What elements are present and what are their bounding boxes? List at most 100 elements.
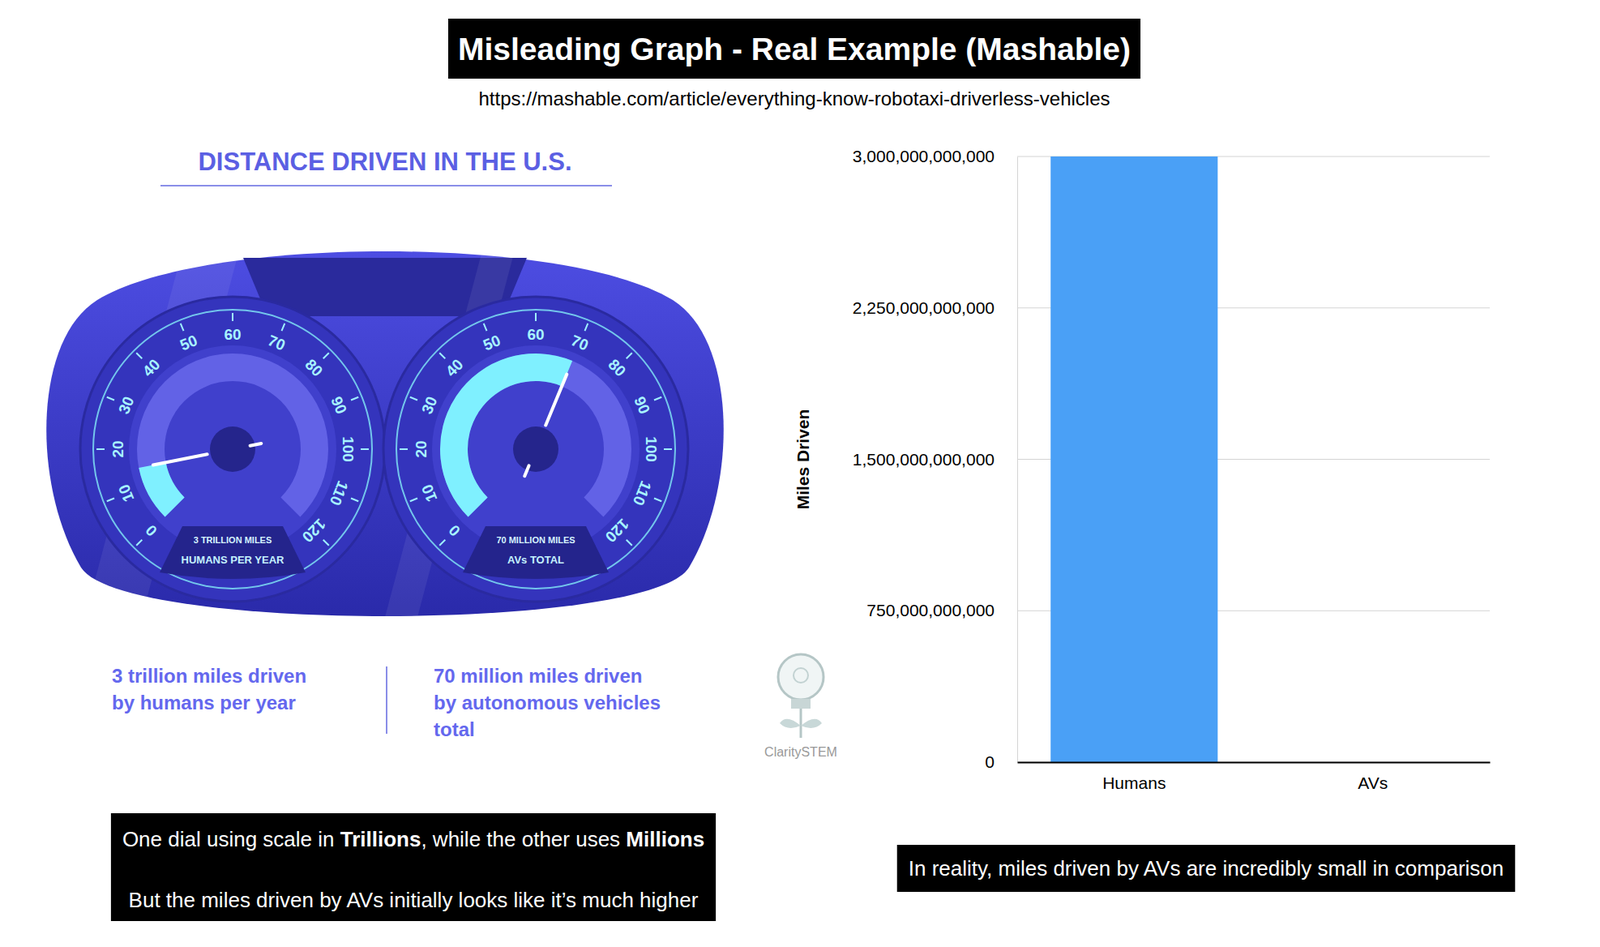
note-span: One dial using scale in — [122, 826, 341, 852]
gauge-tick-label: 80 — [302, 355, 327, 381]
y-tick-label: 1,500,000,000,000 — [852, 449, 995, 469]
note-emphasis: Millions — [625, 826, 705, 852]
dial-needle-tail — [250, 443, 262, 446]
infographic-title: DISTANCE DRIVEN IN THE U.S. — [197, 147, 572, 176]
gauge-tick-label: 100 — [339, 436, 357, 463]
page: Misleading Graph - Real Example (Mashabl… — [0, 0, 1600, 947]
gauge-tick — [323, 539, 330, 546]
gauge-tick-label: 10 — [115, 482, 137, 505]
dial-band — [440, 353, 632, 517]
x-axis: Humans AVs — [1018, 761, 1491, 792]
dial-band — [136, 353, 329, 517]
gauge-tick-label: 90 — [630, 393, 653, 417]
y-tick-label: 2,250,000,000,000 — [852, 298, 995, 317]
title: Misleading Graph - Real Example (Mashabl… — [457, 31, 1131, 67]
dial-value-label: 3 TRILLION MILES — [193, 534, 273, 545]
note-box — [897, 844, 1516, 892]
dial-value-label: 70 MILLION MILES — [496, 534, 575, 545]
gauge-tick-label: 30 — [418, 393, 441, 417]
x-tick-label: Humans — [1102, 773, 1166, 792]
gauge-tick — [439, 352, 445, 359]
gauge-tick — [439, 539, 445, 546]
gauge-tick — [231, 312, 234, 321]
gauge-tick — [626, 539, 633, 546]
y-tick: 2,250,000,000,000 — [852, 298, 1018, 317]
gauge-tick — [106, 497, 115, 501]
gauge-tick-label: 20 — [109, 440, 127, 458]
gauge-tick-label: 40 — [442, 355, 467, 381]
gauge-tick-label: 10 — [418, 482, 441, 505]
x-axis-line — [1018, 761, 1491, 764]
infographic-caption: 70 million miles driven — [433, 664, 642, 687]
y-tick: 750,000,000,000 — [866, 600, 1018, 620]
dial-needle — [153, 453, 208, 465]
gauge-tick-label: 0 — [141, 521, 160, 540]
gauge-tick — [281, 323, 285, 331]
gauge-tick-label: 50 — [177, 331, 201, 354]
note: In reality, miles driven by AVs are incr… — [897, 844, 1516, 892]
gauge-tick-label: 50 — [480, 331, 504, 354]
gauge-tick — [106, 397, 115, 401]
dial-label-panel — [159, 526, 306, 579]
gauge-tick — [360, 448, 369, 450]
gauge-tick — [626, 352, 633, 359]
infographic: DISTANCE DRIVEN IN THE U.S.0102030405060… — [46, 147, 724, 741]
gauge-tick — [654, 397, 662, 401]
watermark-text: ClaritySTEM — [764, 744, 838, 759]
infographic-caption: 3 trillion miles driven — [111, 664, 307, 687]
gauge-tick — [96, 448, 105, 450]
gauge-tick — [410, 497, 418, 501]
y-tick: 0 — [984, 752, 1018, 771]
gauge-tick — [180, 323, 184, 331]
watermark-leaf — [800, 718, 822, 728]
gauge-tick-label: 70 — [265, 331, 289, 354]
y-tick-label: 3,000,000,000,000 — [852, 146, 995, 166]
dashboard — [46, 251, 724, 617]
gauge-tick — [534, 312, 537, 321]
note-text: But the miles driven by AVs initially lo… — [128, 887, 699, 912]
dial-label-panel — [462, 526, 609, 579]
gauge-tick-label: 110 — [629, 478, 655, 508]
title-box — [448, 18, 1141, 79]
x-tick: AVs — [1357, 761, 1388, 792]
bar-chart: 0 750,000,000,000 1,500,000,000,000 2,250,0… — [793, 146, 1491, 792]
gauge-tick-label: 30 — [115, 393, 137, 417]
gauge-tick — [350, 497, 359, 501]
note-text: One dial using scale in Trillions, while… — [122, 826, 705, 852]
gauge-tick-label: 60 — [526, 325, 544, 343]
dial-hub — [513, 426, 559, 472]
note-box — [111, 812, 716, 921]
dial-hub — [209, 426, 256, 472]
y-tick: 1,500,000,000,000 — [852, 449, 1018, 469]
gauge-tick-label: 110 — [326, 478, 352, 508]
dial-inner — [128, 345, 337, 553]
note-span: In reality, miles driven by AVs are incr… — [908, 855, 1505, 881]
infographic-caption: total — [433, 718, 475, 741]
infographic-caption: by autonomous vehicles — [433, 691, 661, 714]
y-tick-label: 0 — [984, 752, 995, 771]
bars — [1050, 156, 1457, 762]
gauge-tick — [350, 397, 359, 401]
gauge-tick-label: 100 — [642, 436, 660, 463]
gauge-tick — [483, 323, 488, 331]
note-emphasis: Trillions — [340, 826, 422, 852]
watermark-base — [791, 698, 811, 709]
grid-line — [1017, 761, 1490, 763]
gauge-tick — [323, 352, 330, 359]
note-text: In reality, miles driven by AVs are incr… — [908, 855, 1505, 881]
watermark-stem — [800, 708, 803, 738]
bar — [1050, 156, 1218, 762]
y-axis-line — [1017, 157, 1019, 763]
gauge-tick-label: 60 — [223, 325, 241, 343]
watermark-leaf — [779, 718, 801, 728]
caption-divider — [385, 666, 388, 734]
note: One dial using scale in Trillions, while… — [111, 812, 716, 921]
gauge-tick — [663, 448, 672, 450]
note-span: , while the other uses — [420, 826, 626, 852]
gauge-tick-label: 40 — [139, 355, 164, 381]
grid — [1017, 156, 1490, 762]
title-group: Misleading Graph - Real Example (Mashabl… — [448, 18, 1141, 79]
y-tick: 3,000,000,000,000 — [852, 146, 1018, 166]
dial-face — [383, 296, 689, 602]
dial-ring — [93, 309, 373, 589]
